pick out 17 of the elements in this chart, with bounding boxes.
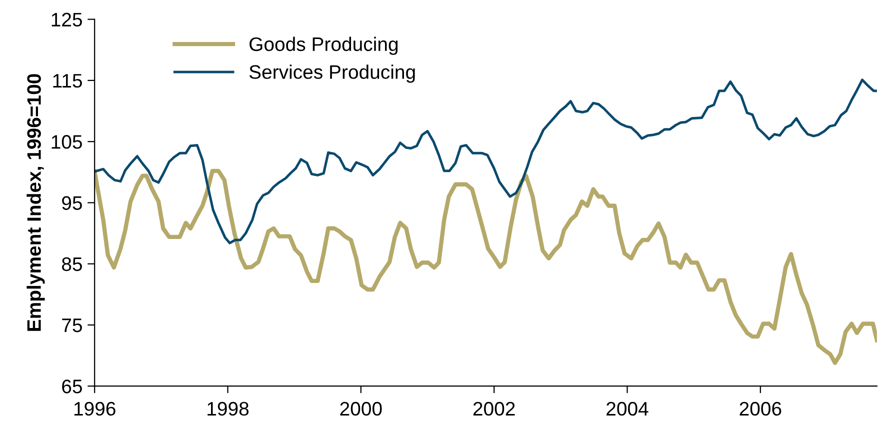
x-tick-label: 2004 [606,402,648,416]
x-tick-label: 2006 [740,402,782,416]
y-tick-label: 75 [62,318,82,332]
legend-label: Services Producing [249,64,415,83]
x-tick-label: 2002 [473,402,515,416]
line-series [94,168,877,365]
y-tick-label: 95 [62,196,82,210]
y-tick-label: 65 [62,380,82,394]
y-tick-label: 85 [62,257,82,272]
x-tick-label: 2000 [340,402,382,416]
y-axis-title: Emplyment Index, 1996=100 [26,74,45,331]
y-tick-label: 105 [52,135,82,149]
y-tick-label: 125 [52,12,82,27]
y-tick-label: 115 [53,74,82,88]
x-tick-label: 1998 [208,402,249,416]
legend-label: Goods Producing [250,36,398,55]
x-tick-label: 1996 [74,402,116,416]
